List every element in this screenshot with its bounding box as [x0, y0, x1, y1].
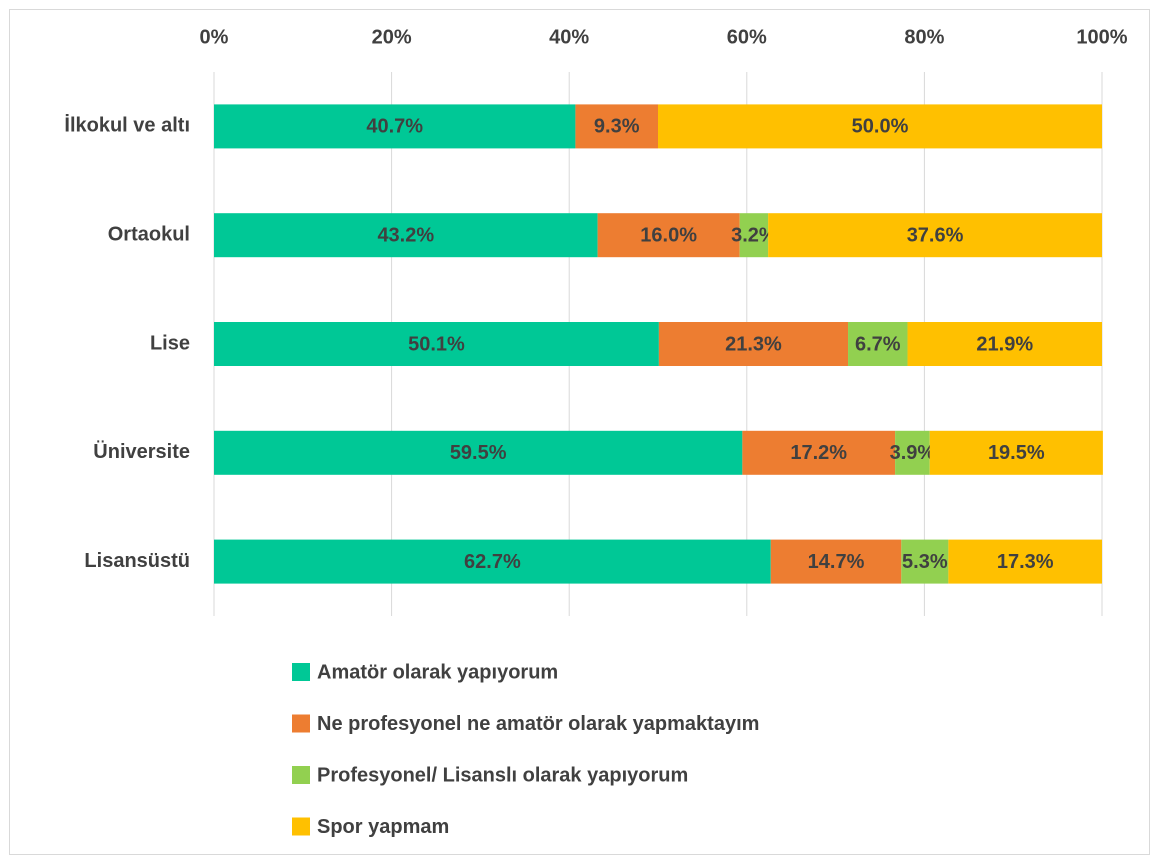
bar-segment — [770, 539, 902, 584]
data-label: 40.7% — [366, 116, 423, 138]
y-tick-label: İlkokul ve altı — [64, 114, 190, 137]
legend-label: Amatör olarak yapıyorum — [317, 661, 558, 683]
bar-segment — [929, 430, 1103, 475]
y-tick-label: Lise — [150, 332, 190, 354]
bar-segment — [948, 539, 1102, 584]
data-label: 6.7% — [855, 333, 901, 355]
bar-segment — [214, 322, 659, 366]
data-label: 17.3% — [997, 551, 1054, 573]
bar-segment — [214, 539, 771, 584]
bar-segment — [739, 213, 769, 258]
data-label: 3.2% — [731, 224, 777, 246]
bar-segment — [768, 213, 1102, 258]
legend-swatch — [292, 663, 310, 681]
legend-label: Ne profesyonel ne amatör olarak yapmakta… — [317, 713, 759, 735]
data-label: 9.3% — [594, 116, 640, 138]
bar-segment — [214, 213, 598, 258]
data-label: 19.5% — [988, 442, 1045, 464]
bar-segment — [901, 539, 949, 584]
x-tick-label: 40% — [549, 26, 589, 48]
data-label: 14.7% — [808, 551, 865, 573]
data-label: 17.2% — [790, 442, 847, 464]
data-label: 21.3% — [725, 333, 782, 355]
x-tick-label: 60% — [727, 26, 767, 48]
data-label: 16.0% — [640, 224, 697, 246]
legend-label: Spor yapmam — [317, 816, 449, 838]
bar-segment — [907, 322, 1102, 366]
bar-segment — [895, 430, 930, 475]
x-tick-label: 100% — [1076, 26, 1127, 48]
y-tick-label: Üniversite — [93, 440, 190, 463]
data-label: 43.2% — [377, 224, 434, 246]
bar-segment — [658, 322, 849, 366]
data-label: 50.0% — [852, 116, 909, 138]
legend-swatch — [292, 817, 310, 836]
bar-segment — [848, 322, 908, 366]
y-tick-label: Lisansüstü — [84, 550, 190, 572]
bar-segment — [597, 213, 740, 258]
bar-segment — [658, 104, 1102, 149]
legend-swatch — [292, 766, 310, 784]
x-tick-label: 0% — [200, 26, 229, 48]
data-label: 50.1% — [408, 333, 465, 355]
y-tick-label: Ortaokul — [108, 223, 190, 245]
legend-label: Profesyonel/ Lisanslı olarak yapıyorum — [317, 764, 688, 786]
data-label: 59.5% — [450, 442, 507, 464]
data-label: 37.6% — [907, 224, 964, 246]
bar-segment — [575, 104, 658, 149]
x-tick-label: 80% — [904, 26, 944, 48]
data-label: 3.9% — [890, 442, 936, 464]
data-label: 21.9% — [976, 333, 1033, 355]
data-label: 5.3% — [902, 551, 948, 573]
bar-segment — [214, 430, 743, 475]
legend-swatch — [292, 714, 310, 733]
x-tick-label: 20% — [372, 26, 412, 48]
bar-segment — [214, 104, 576, 149]
data-label: 62.7% — [464, 551, 521, 573]
bar-segment — [742, 430, 896, 475]
